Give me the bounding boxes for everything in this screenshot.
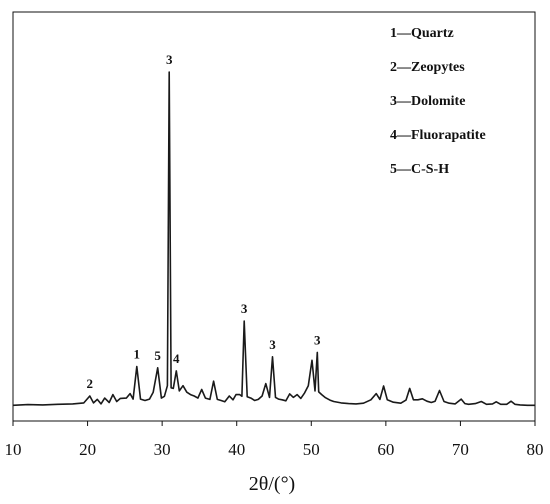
peak-labels: 2 1 5 3 4 3 3 3 <box>87 52 321 391</box>
x-axis-title: 2θ/(°) <box>249 473 295 495</box>
peak-label: 3 <box>166 52 173 67</box>
plot-frame <box>12 11 536 422</box>
x-tick-label: 20 <box>79 440 96 459</box>
x-tick-label: 30 <box>154 440 171 459</box>
x-axis-tick-labels: 10 20 30 40 50 60 70 80 <box>5 440 544 459</box>
x-tick-label: 10 <box>5 440 22 459</box>
peak-label: 5 <box>154 348 161 363</box>
x-tick-label: 80 <box>527 440 544 459</box>
peak-label: 4 <box>173 351 180 366</box>
peak-label: 2 <box>87 376 94 391</box>
diffraction-curve <box>12 71 535 407</box>
peak-label: 3 <box>269 337 276 352</box>
legend-entry: 2—Zeopytes <box>390 60 465 75</box>
legend-entry: 1—Quartz <box>390 26 454 41</box>
x-tick-label: 50 <box>303 440 320 459</box>
legend: 1—Quartz 2—Zeopytes 3—Dolomite 4—Fluorapati… <box>390 26 486 177</box>
peak-label: 3 <box>314 332 321 347</box>
peak-label: 3 <box>241 301 248 316</box>
x-tick-label: 40 <box>228 440 245 459</box>
x-tick-label: 60 <box>377 440 394 459</box>
legend-entry: 5—C-S-H <box>390 162 449 177</box>
x-tick-label: 70 <box>452 440 469 459</box>
legend-entry: 3—Dolomite <box>390 94 465 109</box>
x-axis-ticks <box>12 421 536 426</box>
peak-label: 1 <box>134 346 141 361</box>
legend-entry: 4—Fluorapatite <box>390 128 486 143</box>
